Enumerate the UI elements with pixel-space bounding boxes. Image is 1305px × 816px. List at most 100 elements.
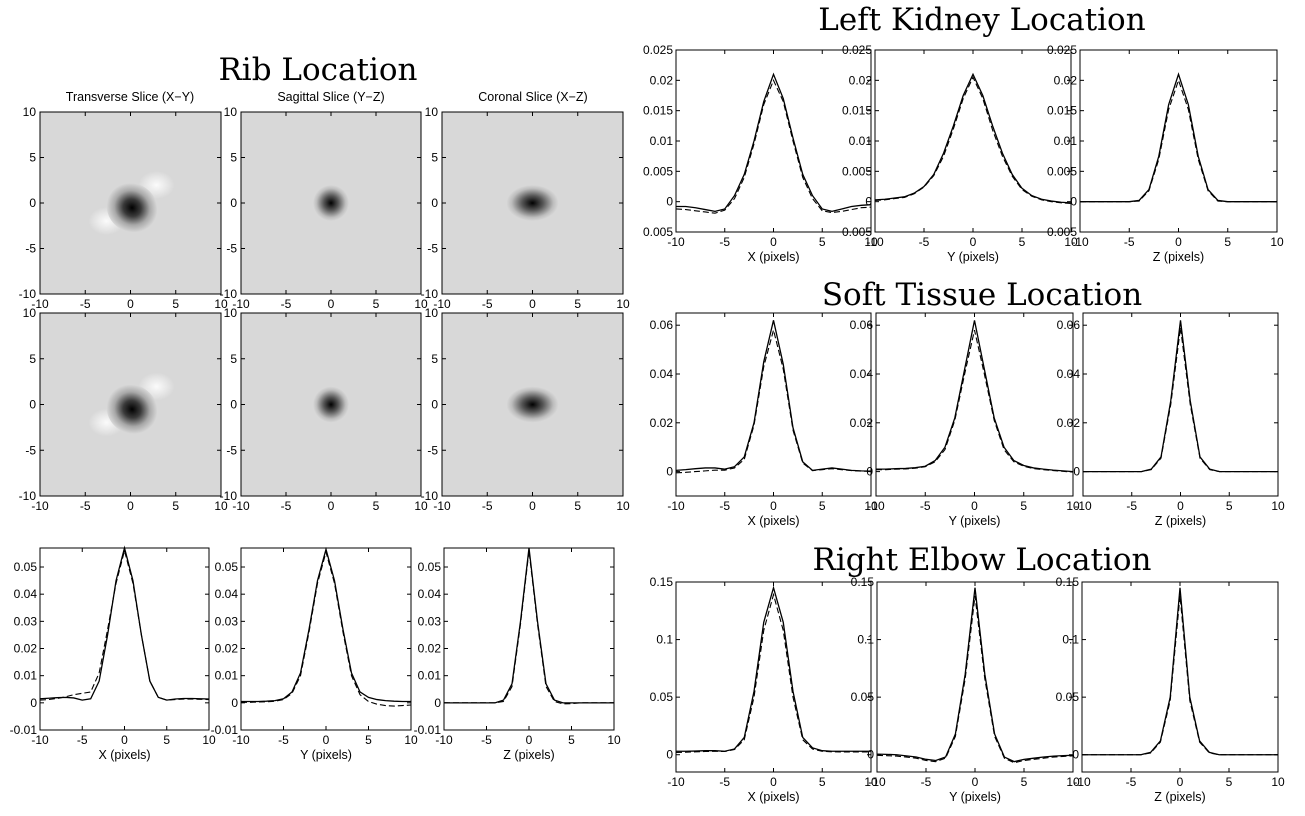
plot-xlabel: Z (pixels) [503, 748, 554, 762]
plot-ytick-label: 0.025 [643, 43, 673, 57]
series-solid-line [1082, 587, 1278, 756]
heatmap-ytick-label: -5 [25, 242, 36, 256]
plot-ytick-label: 0.02 [418, 642, 442, 656]
heatmap-ytick-label: 0 [230, 196, 237, 210]
plot-frame [39, 547, 210, 731]
plot-xtick-label: -10 [866, 235, 884, 249]
heatmap-ytick-label: 5 [29, 151, 36, 165]
heatmap-ytick-label: -5 [25, 443, 36, 457]
plot-ytick-label: 0.01 [418, 669, 442, 683]
plot-ytick-label: 0.03 [14, 614, 38, 628]
plot-xlabel: X (pixels) [747, 790, 799, 804]
plot-ytick-label: 0 [666, 748, 673, 762]
heatmap-psf-core [506, 185, 559, 221]
plot-ytick-label: -0.01 [10, 723, 38, 737]
plot-ytick-label: 0.02 [14, 642, 38, 656]
heatmap-ytick-label: 10 [224, 306, 238, 320]
heatmap-ytick-label: -5 [226, 242, 237, 256]
plot-xtick-label: 0 [972, 775, 979, 789]
series-dashed-line [876, 595, 1074, 764]
plot-xtick-label: 10 [1270, 235, 1284, 249]
plot-xtick-label: -10 [1074, 499, 1092, 513]
plot-ytick-label: 0.01 [215, 669, 239, 683]
plot-ytick-label: 0.01 [849, 134, 873, 148]
heatmap-ytick-label: 10 [425, 306, 439, 320]
plot-ytick-label: 0.06 [1057, 318, 1081, 332]
plot-xtick-label: 5 [1021, 775, 1028, 789]
heatmap-xtick-label: 0 [328, 297, 335, 311]
plot-xtick-label: -5 [1124, 235, 1135, 249]
plot-ytick-label: 0.005 [1047, 164, 1077, 178]
plot-ytick-label: 0.1 [1062, 633, 1079, 647]
plot-ytick-label: 0 [867, 748, 874, 762]
plot-xtick-label: 0 [1177, 775, 1184, 789]
heatmap-psf-core [106, 384, 158, 434]
plot-ytick-label: 0.05 [851, 690, 875, 704]
heatmap-xtick-label: 5 [172, 297, 179, 311]
heatmap-xtick-label: -10 [232, 499, 250, 513]
plot-ytick-label: 0 [666, 465, 673, 479]
plot-xlabel: Z (pixels) [1154, 790, 1205, 804]
plot-ytick-label: 0 [865, 195, 872, 209]
plot-frame [240, 547, 412, 731]
plot-xtick-label: 0 [970, 235, 977, 249]
heatmap-xtick-label: -10 [433, 499, 451, 513]
plot-xlabel: X (pixels) [747, 514, 799, 528]
heatmap-ytick-label: 5 [230, 151, 237, 165]
plot-xtick-label: 0 [770, 235, 777, 249]
plot-ytick-label: 0.15 [851, 575, 875, 589]
plot-xtick-label: -5 [920, 499, 931, 513]
plot-ytick-label: 0.02 [650, 416, 674, 430]
series-solid-line [1083, 320, 1278, 473]
heatmap-ytick-label: 5 [29, 352, 36, 366]
plot-xtick-label: 0 [971, 499, 978, 513]
plot-frame [1081, 581, 1279, 773]
heatmap-xtick-label: -10 [433, 297, 451, 311]
plot-xtick-label: 5 [1226, 775, 1233, 789]
heatmap-psf-core [313, 185, 349, 221]
heatmap-xtick-label: 10 [616, 499, 630, 513]
heatmap-xtick-label: 0 [127, 499, 134, 513]
series-solid-line [675, 320, 872, 472]
plot-ytick-label: -0.01 [211, 723, 239, 737]
plot-xtick-label: 10 [864, 235, 878, 249]
plot-ytick-label: 0 [1070, 195, 1077, 209]
plot-frame [874, 49, 1072, 233]
plot-xtick-label: 5 [819, 235, 826, 249]
series-solid-line [876, 587, 1074, 763]
heatmap-xtick-label: 10 [214, 297, 228, 311]
plot-xtick-label: -5 [921, 775, 932, 789]
plot-ytick-label: 0.15 [650, 575, 674, 589]
heatmap-psf-core [506, 386, 559, 423]
plot-ytick-label: 0.05 [1056, 690, 1080, 704]
heatmap-ytick-label: -5 [226, 443, 237, 457]
heatmap-ytick-label: 0 [230, 398, 237, 412]
plot-xtick-label: 10 [864, 499, 878, 513]
heatmap-ytick-label: -5 [427, 443, 438, 457]
plot-xtick-label: 10 [404, 733, 418, 747]
plot-ytick-label: 0.015 [1047, 104, 1077, 118]
heatmap-ytick-label: 0 [431, 196, 438, 210]
series-dashed-line [675, 592, 871, 753]
plot-xtick-label: 5 [568, 733, 575, 747]
plot-xtick-label: 0 [770, 499, 777, 513]
plot-xtick-label: 10 [864, 775, 878, 789]
heatmap-ytick-label: 10 [425, 105, 439, 119]
plot-ytick-label: 0.05 [650, 690, 674, 704]
plot-xlabel: Y (pixels) [949, 514, 1001, 528]
plot-ytick-label: 0 [434, 696, 441, 710]
heatmap-psf-core [106, 183, 158, 233]
plot-xtick-label: -10 [868, 775, 886, 789]
heatmap-xtick-label: -5 [80, 499, 91, 513]
elbow-title: Right Elbow Location [813, 542, 1152, 578]
plot-ytick-label: 0.04 [14, 587, 38, 601]
plot-frame [443, 547, 615, 731]
heatmap-ytick-label: 10 [23, 105, 37, 119]
heatmap-ytick-label: 10 [224, 105, 238, 119]
plot-ytick-label: 0.02 [849, 73, 873, 87]
plot-xtick-label: -5 [1126, 775, 1137, 789]
plot-ytick-label: 0 [666, 195, 673, 209]
heatmap-xtick-label: -10 [232, 297, 250, 311]
heatmap-psf-core [313, 386, 349, 423]
sagittal-slice-title: Sagittal Slice (Y−Z) [277, 90, 384, 104]
